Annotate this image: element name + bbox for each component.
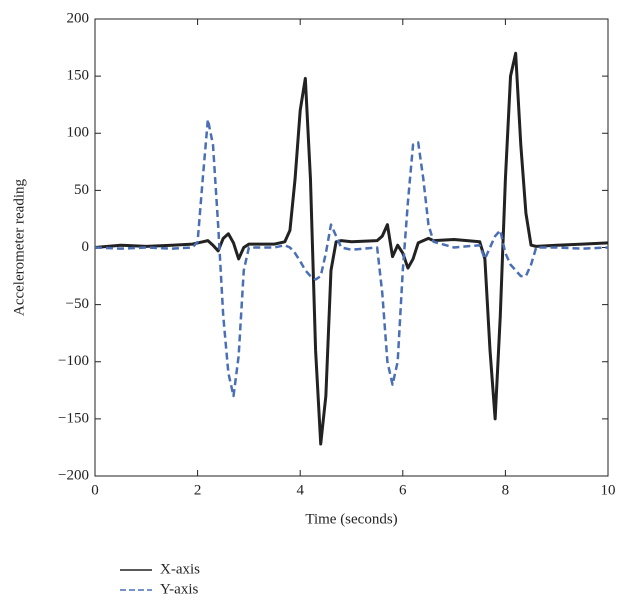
x-tick-label: 8 [502,482,510,498]
x-tick-label: 0 [91,482,99,498]
series-line [94,51,609,446]
y-tick-label: −200 [58,467,89,483]
y-tick-label: −150 [58,410,89,426]
y-tick-label: 100 [67,125,90,141]
legend-label: Y-axis [160,581,198,597]
y-axis-label: Accelerometer reading [11,179,27,316]
y-tick-label: 200 [67,10,90,26]
y-tick-label: 0 [82,239,90,255]
x-tick-label: 2 [194,482,202,498]
x-tick-label: 10 [601,482,616,498]
y-tick-label: −50 [66,296,89,312]
x-tick-label: 6 [399,482,407,498]
x-axis-label: Time (seconds) [305,511,397,527]
x-tick-label: 4 [296,482,304,498]
y-tick-label: 50 [74,182,89,198]
y-tick-label: −100 [58,353,89,369]
y-tick-label: 150 [67,68,90,84]
legend-label: X-axis [160,561,200,577]
series-line [94,118,609,398]
